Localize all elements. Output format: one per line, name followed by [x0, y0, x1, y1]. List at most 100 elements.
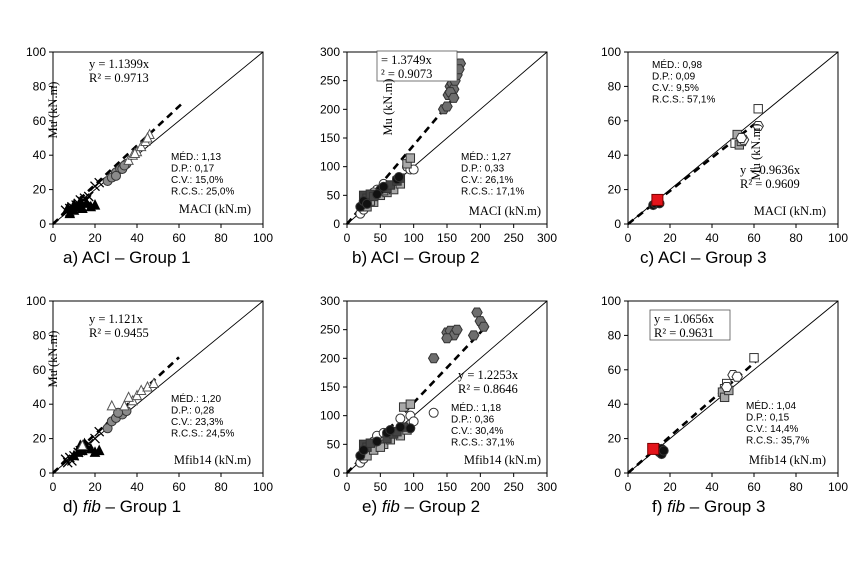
plot-frame — [52, 51, 264, 225]
data-point — [129, 147, 141, 158]
x-tick-label: 50 — [374, 231, 388, 245]
regression-equation: y = 0.9636x — [740, 163, 801, 177]
stat-line: MÉD.: 1,13 — [171, 150, 221, 163]
x-tick-label: 50 — [374, 480, 388, 494]
y-tick-label: 100 — [601, 294, 621, 308]
data-point — [394, 171, 404, 182]
data-point — [358, 445, 369, 456]
x-tick-label: 0 — [344, 231, 351, 245]
plot-frame — [627, 51, 839, 225]
x-tick-label: 20 — [88, 480, 102, 494]
y-tick-label: 40 — [33, 397, 47, 411]
y-tick-label: 20 — [33, 432, 47, 446]
y-tick-label: 150 — [320, 131, 340, 145]
r-squared: R² = 0.9631 — [654, 326, 714, 340]
panel-caption: e) fib – Group 2 — [362, 497, 480, 516]
equation-box — [649, 309, 731, 341]
x-axis-label: Mfib14 (kN.m) — [174, 453, 251, 467]
x-tick-label: 80 — [789, 231, 803, 245]
x-tick-label: 0 — [50, 231, 57, 245]
data-point — [77, 202, 88, 214]
y-tick-label: 80 — [608, 79, 622, 93]
data-point — [378, 181, 389, 192]
stat-line: C.V.: 26,1% — [461, 175, 514, 186]
stat-line: R.C.S.: 37,1% — [451, 438, 514, 449]
y-tick-label: 80 — [33, 79, 47, 93]
x-axis-label: Mfib14 (kN.m) — [749, 453, 826, 467]
stat-line: C.V.: 23,3% — [171, 417, 224, 428]
data-point — [428, 407, 439, 418]
data-point — [447, 92, 460, 103]
stat-line: MÉD.: 1,27 — [461, 150, 511, 163]
regression-equation: y = 1.0656x — [654, 312, 715, 326]
panel-caption: f) fib – Group 3 — [652, 497, 765, 516]
data-point — [135, 140, 147, 152]
data-point — [113, 407, 124, 418]
data-point — [93, 444, 105, 456]
y-tick-label: 20 — [608, 432, 622, 446]
r-squared: R² = 0.9609 — [740, 177, 800, 191]
data-point — [441, 101, 453, 112]
y-tick-label: 60 — [33, 363, 47, 377]
y-tick-label: 80 — [608, 328, 622, 342]
r-squared: R² = 0.8646 — [458, 382, 518, 396]
series-2 — [68, 437, 105, 461]
data-point — [471, 307, 483, 318]
y-tick-label: 100 — [320, 160, 340, 174]
series-2 — [651, 193, 664, 206]
y-tick-label: 0 — [333, 217, 340, 231]
y-tick-label: 40 — [33, 148, 47, 162]
x-tick-label: 60 — [172, 480, 186, 494]
data-point — [90, 433, 100, 444]
x-tick-label: 100 — [253, 231, 273, 245]
series-5 — [735, 121, 764, 145]
data-point — [647, 442, 660, 455]
stat-line: MÉD.: 1,20 — [171, 392, 221, 405]
y-tick-label: 60 — [608, 363, 622, 377]
y-tick-label: 300 — [320, 294, 340, 308]
stat-line: R.C.S.: 24,5% — [171, 429, 234, 440]
y-tick-label: 0 — [614, 217, 621, 231]
y-tick-label: 60 — [33, 114, 47, 128]
stat-line: D.P.: 0,17 — [171, 164, 215, 175]
y-tick-label: 300 — [320, 45, 340, 59]
x-tick-label: 150 — [437, 480, 457, 494]
x-tick-label: 60 — [172, 231, 186, 245]
x-tick-label: 0 — [344, 480, 351, 494]
y-axis-label: Mu (kN.m) — [749, 124, 763, 181]
stat-line: C.V.: 9,5% — [652, 83, 699, 94]
x-tick-label: 250 — [504, 480, 524, 494]
x-tick-label: 20 — [663, 231, 677, 245]
x-tick-label: 200 — [470, 231, 490, 245]
data-point — [405, 423, 416, 434]
data-point — [395, 422, 406, 433]
regression-equation: y = 1.121x — [89, 312, 144, 326]
data-point — [77, 439, 88, 450]
y-tick-label: 80 — [33, 328, 47, 342]
x-tick-label: 0 — [50, 480, 57, 494]
x-tick-label: 100 — [828, 231, 848, 245]
y-tick-label: 100 — [601, 45, 621, 59]
y-tick-label: 250 — [320, 74, 340, 88]
x-tick-label: 40 — [130, 231, 144, 245]
data-point — [94, 426, 105, 437]
panel-caption: d) fib – Group 1 — [63, 497, 181, 516]
data-point — [123, 154, 134, 165]
y-axis-label: Mu (kN.m) — [381, 79, 395, 136]
y-tick-label: 200 — [320, 102, 340, 116]
data-point — [123, 391, 134, 402]
y-tick-label: 60 — [608, 114, 622, 128]
x-tick-label: 40 — [705, 480, 719, 494]
panel-caption: b) ACI – Group 2 — [352, 248, 480, 267]
x-tick-label: 80 — [214, 480, 228, 494]
y-tick-label: 0 — [39, 217, 46, 231]
x-tick-label: 0 — [625, 480, 632, 494]
y-tick-label: 50 — [327, 188, 341, 202]
series-4 — [77, 377, 160, 450]
panel-caption: c) ACI – Group 3 — [640, 248, 767, 267]
x-tick-label: 250 — [504, 231, 524, 245]
data-point — [405, 399, 416, 409]
plot-frame — [52, 300, 264, 474]
